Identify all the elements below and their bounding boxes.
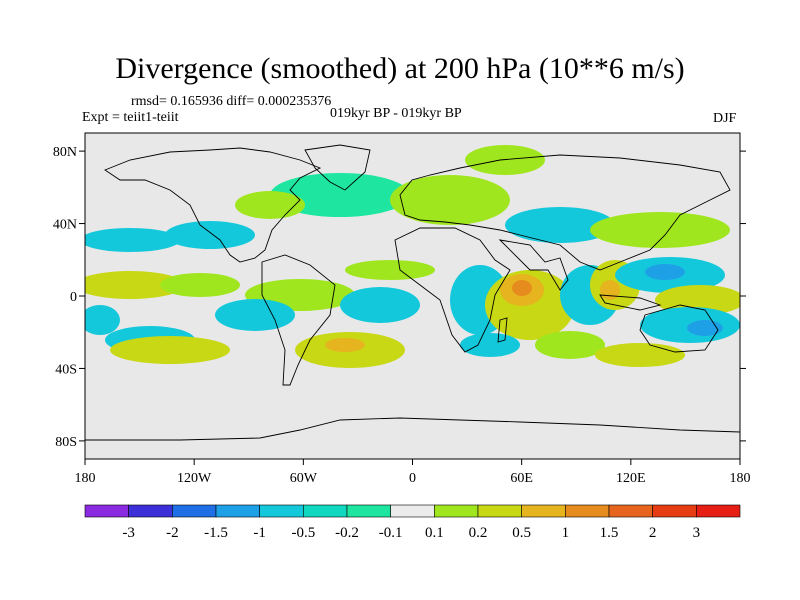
colorbar-label: -0.2 (335, 525, 359, 541)
colorbar-swatch (346, 504, 391, 518)
colorbar-swatch (128, 504, 173, 518)
colorbar-label: -3 (122, 525, 135, 541)
coastline-india (498, 239, 569, 291)
colorbar-swatch (390, 504, 435, 518)
divergence-blob (215, 299, 295, 331)
colorbar-swatch (259, 504, 304, 518)
divergence-blob (535, 331, 605, 359)
colorbar-label: 0.1 (425, 525, 444, 541)
colorbar-swatch (215, 504, 260, 518)
colorbar-label: 3 (693, 525, 701, 541)
divergence-blob (390, 175, 510, 225)
lon-tick-label: 120W (177, 471, 212, 486)
divergence-blob (505, 207, 615, 243)
axis-ticks: 80N 40N 0 40S 80S 180 120W 60W 0 60E 120E 180 (53, 145, 751, 486)
divergence-blob (460, 333, 520, 357)
divergence-blob (340, 287, 420, 323)
colorbar-label: 1.5 (600, 525, 619, 541)
colorbar-swatch (608, 504, 653, 518)
divergence-blob (160, 273, 240, 297)
coastlines (85, 144, 740, 441)
lon-tick-label: 120E (616, 471, 646, 486)
divergence-blob (590, 212, 730, 248)
divergence-blob (345, 260, 435, 280)
colorbar-label: -0.5 (291, 525, 315, 541)
map-title: Divergence (smoothed) at 200 hPa (10**6 … (115, 52, 685, 85)
colorbar-label: 1 (562, 525, 570, 541)
colorbar-label: -0.1 (379, 525, 403, 541)
colorbar-swatch (521, 504, 566, 518)
lat-tick-label: 80S (55, 435, 77, 450)
lon-tick-label: 180 (75, 471, 96, 486)
colorbar: -3 -2 -1.5 -1 -0.5 -0.2 -0.1 0.1 0.2 0.5 1 1.5 2 3 (84, 504, 741, 541)
divergence-blob (110, 336, 230, 364)
divergence-blob (512, 280, 532, 296)
divergence-blob (655, 285, 740, 315)
colorbar-swatch (172, 504, 217, 518)
colorbar-swatch (303, 504, 348, 518)
divergence-blob (600, 280, 620, 300)
colorbar-swatch (84, 504, 129, 518)
coastline-australia (639, 304, 719, 353)
colorbar-swatch (652, 504, 697, 518)
colorbar-label: -1.5 (204, 525, 228, 541)
lat-tick-label: 0 (70, 290, 77, 305)
divergence-blob (270, 173, 410, 217)
divergence-field (85, 145, 740, 368)
divergence-blob (645, 264, 685, 280)
coastline-north-america (104, 147, 322, 263)
coastline-south-america (261, 254, 336, 386)
coastline-indonesia (599, 294, 662, 311)
coastline-eurasia (399, 154, 731, 271)
divergence-blob (165, 221, 255, 249)
lon-tick-label: 60E (510, 471, 533, 486)
experiment-label: Expt = teiit1-teiit (82, 110, 179, 125)
colorbar-label: -1 (253, 525, 266, 541)
divergence-blob (595, 343, 685, 367)
colorbar-swatch (477, 504, 522, 518)
lon-tick-label: 0 (409, 471, 416, 486)
divergence-blob (85, 271, 185, 299)
lat-tick-label: 40N (53, 218, 77, 233)
colorbar-swatch (434, 504, 479, 518)
colorbar-swatch (565, 504, 610, 518)
lat-tick-label: 40S (55, 362, 77, 377)
coastline-madagascar (497, 317, 508, 343)
divergence-blob (85, 305, 120, 335)
colorbar-label: -2 (166, 525, 179, 541)
divergence-blob (687, 320, 723, 336)
period-label: 019kyr BP - 019kyr BP (330, 106, 462, 121)
stats-line: rmsd= 0.165936 diff= 0.000235376 (131, 94, 332, 109)
colorbar-label: 2 (649, 525, 657, 541)
colorbar-swatch (696, 504, 741, 518)
colorbar-label: 0.2 (469, 525, 488, 541)
divergence-blob (85, 228, 180, 252)
season-label: DJF (713, 111, 737, 126)
lat-tick-label: 80N (53, 145, 77, 160)
colorbar-label: 0.5 (512, 525, 531, 541)
lon-tick-label: 60W (290, 471, 318, 486)
divergence-blob (325, 338, 365, 352)
coastline-antarctica (85, 417, 740, 441)
lon-tick-label: 180 (730, 471, 751, 486)
coastline-africa (394, 227, 511, 353)
coastline-greenland (304, 144, 371, 191)
